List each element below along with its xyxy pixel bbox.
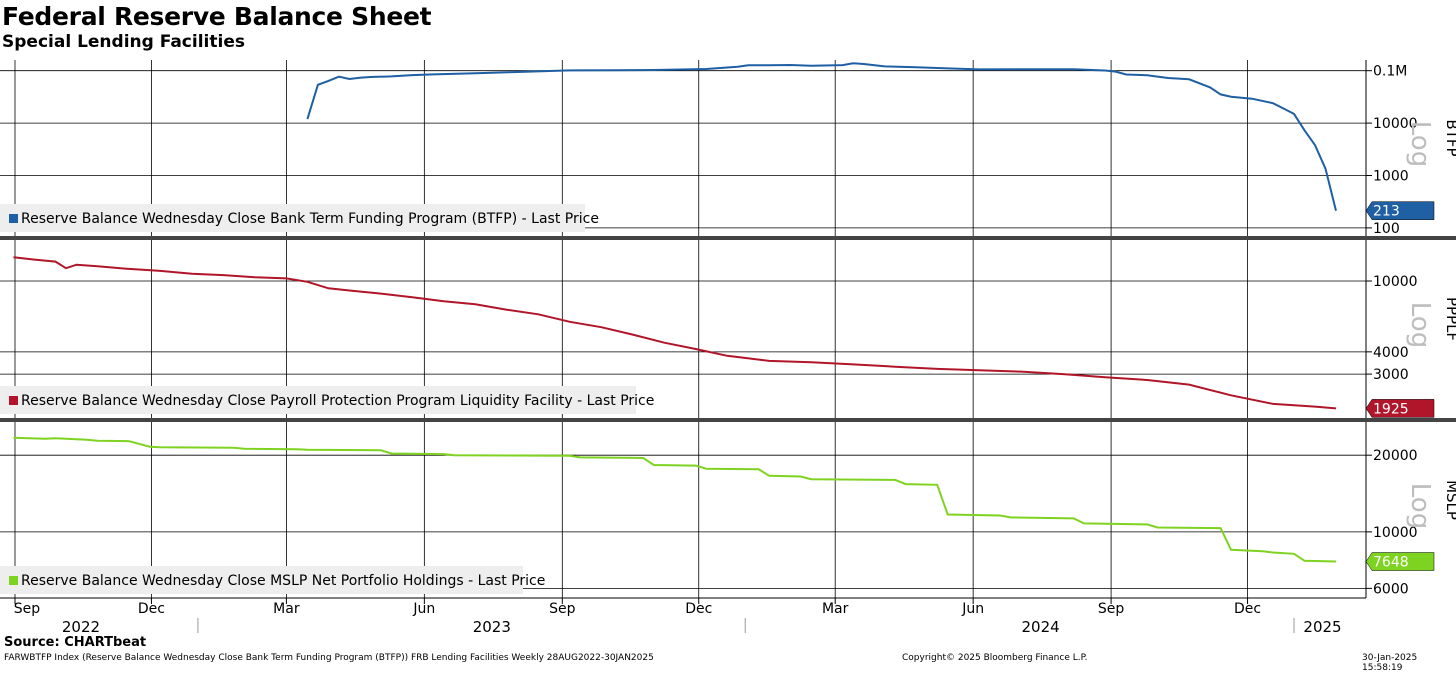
log-scale-label: Log (1405, 302, 1435, 348)
legend-swatch (9, 214, 18, 223)
x-year-label: 2022 (62, 618, 100, 636)
panel-separator-1 (0, 418, 1456, 422)
y-tick-label: 0.1M (1373, 64, 1407, 80)
panel-label: MSLP (1443, 480, 1456, 520)
last-value-flag (1365, 399, 1435, 418)
y-tick-label: 3000 (1373, 367, 1409, 383)
panel-label: PPPLF (1443, 297, 1456, 341)
y-tick-label: 1000 (1373, 168, 1409, 184)
x-tick-label: Sep (14, 601, 41, 617)
log-scale-label: Log (1405, 483, 1435, 529)
chart-subtitle: Special Lending Facilities (2, 32, 245, 52)
panel-ppplf: 10000 4000 3000 PPPLF Log 1925 Reserve Balance… (0, 240, 1456, 418)
legend-box (0, 204, 585, 232)
y-tick-label: 10000 (1373, 525, 1418, 541)
x-tick-label: Jun (412, 601, 435, 617)
legend-box (0, 386, 636, 414)
series-line-ppplf (13, 256, 1337, 410)
y-tick-label: 100 (1373, 221, 1400, 237)
x-tick-label: Dec (1234, 601, 1261, 617)
last-value-label: 213 (1373, 204, 1400, 220)
panel-label: BTFP (1443, 119, 1456, 156)
source-note: Source: CHARTbeat (4, 635, 147, 650)
log-scale-label: Log (1405, 121, 1435, 167)
y-tick-label: 10000 (1373, 116, 1418, 132)
series-line-btfp (306, 62, 1337, 211)
footer-timestamp: 30-Jan-2025 15:58:19 (1362, 653, 1418, 673)
x-tick-label: Dec (685, 601, 712, 617)
y-tick-label: 4000 (1373, 345, 1409, 361)
legend-swatch (9, 576, 18, 585)
legend-label: Reserve Balance Wednesday Close Payroll … (21, 393, 654, 409)
legend-label: Reserve Balance Wednesday Close MSLP Net… (21, 573, 545, 589)
x-year-label: 2024 (1022, 618, 1060, 636)
last-value-label: 1925 (1373, 401, 1409, 417)
panel-separator-0 (0, 236, 1456, 240)
legend-box (0, 566, 523, 594)
x-year-label: 2025 (1303, 618, 1341, 636)
x-tick-label: Dec (138, 601, 165, 617)
x-tick-label: Mar (822, 601, 849, 617)
y-tick-label: 6000 (1373, 581, 1409, 597)
last-value-label: 7648 (1373, 555, 1409, 571)
x-tick-label: Mar (273, 601, 300, 617)
x-year-label: 2023 (473, 618, 511, 636)
y-tick-label: 10000 (1373, 274, 1418, 290)
chart-title: Federal Reserve Balance Sheet (2, 2, 432, 31)
legend-label: Reserve Balance Wednesday Close Bank Ter… (21, 211, 599, 227)
panel-mslp: 20000 10000 6000 MSLP Log 7648 Reserve Balance… (0, 422, 1456, 598)
x-tick-label: Jun (961, 601, 984, 617)
legend-swatch (9, 396, 18, 405)
panel-btfp: 0.1M 10000 1000 100 BTFP Log 213 Reserve Balanc… (0, 60, 1456, 237)
series-line-mslp (13, 436, 1337, 563)
x-tick-label: Sep (549, 601, 576, 617)
x-tick-label: Sep (1098, 601, 1125, 617)
footer-copyright: Copyright© 2025 Bloomberg Finance L.P. (902, 653, 1088, 663)
footer-ticker: FARWBTFP Index (Reserve Balance Wednesda… (4, 653, 654, 663)
last-value-flag (1365, 552, 1435, 571)
last-value-flag (1365, 201, 1435, 220)
y-tick-label: 20000 (1373, 448, 1418, 464)
